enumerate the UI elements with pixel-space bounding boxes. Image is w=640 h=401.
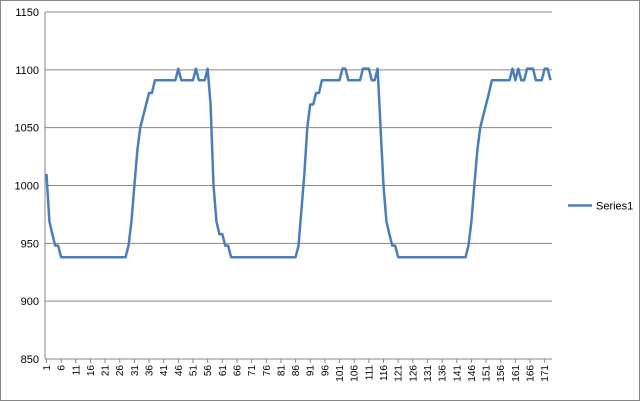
y-tick-label: 1150 (15, 7, 39, 19)
x-tick-label: 131 (423, 365, 434, 382)
x-tick-label: 156 (496, 365, 507, 382)
x-tick-label: 86 (291, 365, 302, 377)
x-tick-label: 71 (247, 365, 258, 377)
x-tick-label: 76 (262, 365, 273, 377)
x-tick-label: 66 (232, 365, 243, 377)
x-tick-label: 101 (335, 365, 346, 382)
x-tick-label: 146 (467, 365, 478, 382)
x-tick-label: 26 (115, 365, 126, 377)
x-tick-label: 16 (86, 365, 97, 377)
x-tick-label: 166 (526, 365, 537, 382)
x-tick-label: 136 (438, 365, 449, 382)
y-tick-label: 1050 (15, 123, 39, 135)
x-tick-label: 116 (379, 365, 390, 381)
x-tick-label: 1 (42, 365, 53, 371)
x-tick-label: 161 (511, 365, 522, 382)
x-tick-label: 91 (306, 365, 317, 377)
series-line (45, 67, 552, 259)
x-tick-label: 61 (218, 365, 229, 377)
x-tick-label: 96 (320, 365, 331, 377)
x-tick-label: 36 (145, 365, 156, 377)
x-tick-label: 56 (203, 365, 214, 377)
x-tick-label: 171 (540, 365, 551, 382)
x-tick-label: 141 (452, 365, 463, 382)
x-tick-label: 51 (188, 365, 199, 377)
x-tick-label: 126 (408, 365, 419, 382)
x-tick-label: 121 (394, 365, 405, 382)
x-tick-label: 6 (57, 365, 68, 371)
y-tick-label: 950 (21, 238, 39, 250)
x-tick-label: 46 (174, 365, 185, 377)
y-tick-label: 1100 (15, 65, 39, 77)
x-tick-label: 21 (101, 365, 112, 377)
y-tick-label: 1000 (15, 181, 39, 193)
x-tick-label: 11 (71, 365, 82, 376)
y-tick-label: 900 (21, 296, 39, 308)
x-tick-label: 31 (130, 365, 141, 377)
legend-label: Series1 (596, 201, 633, 213)
x-tick-label: 41 (159, 365, 170, 377)
y-tick-label: 850 (21, 354, 39, 366)
x-tick-label: 111 (364, 365, 375, 381)
x-tick-label: 151 (482, 365, 493, 382)
x-tick-label: 81 (276, 365, 287, 377)
x-tick-label: 106 (350, 365, 361, 382)
